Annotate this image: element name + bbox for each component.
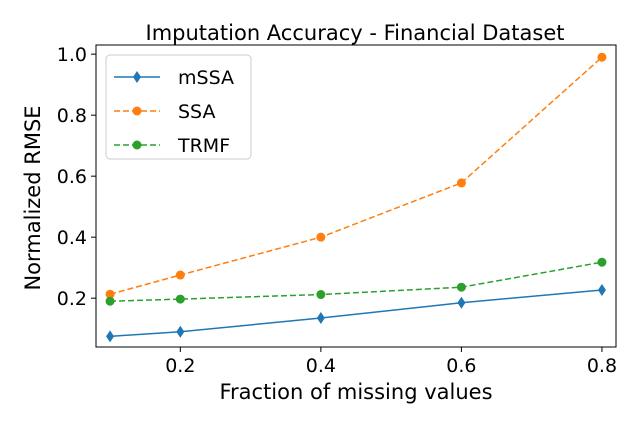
y-tick-label: 0.4 [57,227,87,249]
x-tick-label: 0.8 [587,355,617,377]
legend-label-mssa: mSSA [178,67,234,89]
chart-title: Imputation Accuracy - Financial Dataset [146,21,565,45]
legend-frame [105,54,252,160]
y-axis: 0.2 0.4 0.6 0.8 1.0 [57,44,96,310]
data-point-ssa [316,232,326,242]
x-axis-label: Fraction of missing values [219,380,492,404]
y-tick-label: 0.8 [57,105,87,127]
data-point-mssa [457,296,466,309]
series-ssa [105,52,607,299]
x-tick-label: 0.6 [446,355,476,377]
series-layer [105,52,607,343]
x-tick-label: 0.2 [165,355,195,377]
data-point-mssa [106,330,115,343]
data-point-mssa [316,312,325,325]
data-point-ssa [597,52,607,62]
data-point-trmf [105,296,115,306]
legend-label-trmf: TRMF [177,135,230,157]
y-tick-label: 0.6 [57,166,87,188]
legend-marker-mssa [133,71,141,83]
y-axis-label: Normalized RMSE [21,105,45,290]
data-point-ssa [105,289,115,299]
data-point-mssa [176,325,185,338]
data-point-trmf [316,290,326,300]
data-point-trmf [175,294,185,304]
legend-label-ssa: SSA [178,101,215,123]
data-point-trmf [597,257,607,267]
data-point-ssa [175,270,185,280]
data-point-mssa [597,283,606,296]
series-mssa [106,283,606,343]
series-trmf [105,257,607,306]
plot-area [95,44,617,348]
plot-frame [95,44,617,348]
x-tick-label: 0.4 [306,355,336,377]
legend-marker-trmf [132,140,142,150]
x-axis: 0.2 0.4 0.6 0.8 [165,347,617,377]
y-tick-label: 1.0 [57,44,87,66]
data-point-ssa [456,178,466,188]
legend: mSSA SSA TRMF [105,54,252,160]
legend-marker-ssa [132,106,142,116]
data-point-trmf [456,282,466,292]
series-line-trmf [110,261,603,302]
y-tick-label: 0.2 [57,288,87,310]
